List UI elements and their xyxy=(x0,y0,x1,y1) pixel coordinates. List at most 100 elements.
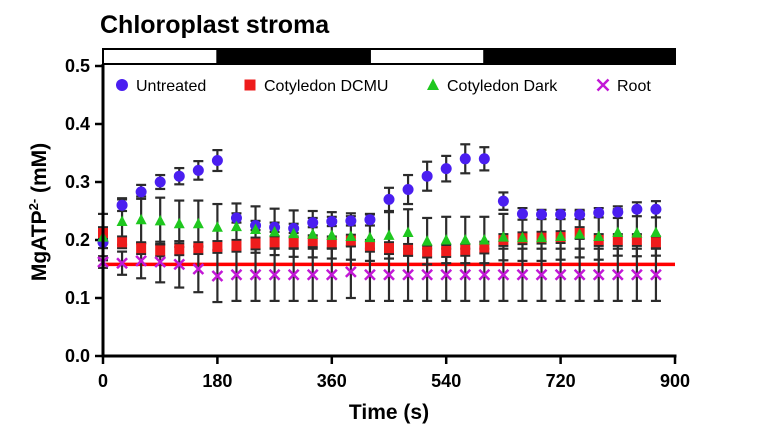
data-point-root xyxy=(192,263,205,275)
data-point-root xyxy=(497,268,510,281)
data-point-root xyxy=(402,268,414,281)
y-tick-label: 0.3 xyxy=(65,172,90,192)
data-point-cotyledon-dcmu xyxy=(212,241,223,252)
x-axis-ticks: 0 180 360 540 720 900 xyxy=(98,356,690,391)
data-point-cotyledon-dark xyxy=(345,230,357,242)
data-point-cotyledon-dark xyxy=(593,230,605,242)
legend-marker-untreated xyxy=(116,79,128,91)
y-tick-label: 0.1 xyxy=(65,288,90,308)
data-point-cotyledon-dcmu xyxy=(174,244,185,255)
legend-label: Cotyledon Dark xyxy=(447,78,558,95)
data-point-root xyxy=(592,268,605,281)
data-point-root xyxy=(554,268,567,281)
data-point-root xyxy=(478,268,491,281)
data-point-cotyledon-dcmu xyxy=(155,245,166,256)
data-point-cotyledon-dark xyxy=(383,229,395,240)
data-point-root xyxy=(230,268,243,281)
y-tick-label: 0.4 xyxy=(65,114,90,134)
data-point-cotyledon-dark xyxy=(154,214,166,226)
data-point-cotyledon-dark xyxy=(307,228,319,239)
legend-label: Cotyledon DCMU xyxy=(264,78,388,95)
data-point-cotyledon-dcmu xyxy=(403,244,414,255)
data-point-cotyledon-dcmu xyxy=(612,235,623,245)
legend-marker-cotyledon-dark xyxy=(427,78,439,90)
data-point-root xyxy=(535,268,548,281)
data-point-cotyledon-dark xyxy=(173,217,185,229)
data-point-root xyxy=(650,268,662,281)
data-point-untreated xyxy=(516,208,528,220)
x-tick-label: 900 xyxy=(660,371,690,391)
data-point-root xyxy=(344,266,357,278)
data-point-root xyxy=(383,268,395,281)
data-point-cotyledon-dcmu xyxy=(422,246,433,257)
data-point-untreated xyxy=(497,195,509,207)
data-point-cotyledon-dark xyxy=(211,221,223,232)
data-point-untreated xyxy=(307,217,319,229)
data-point-untreated xyxy=(593,207,605,219)
data-point-untreated xyxy=(116,199,128,211)
data-point-untreated xyxy=(154,176,166,188)
data-point-untreated xyxy=(173,170,185,182)
legend: Untreated Cotyledon DCMU Cotyledon Dark Roo… xyxy=(116,78,651,95)
x-tick-label: 360 xyxy=(317,371,347,391)
data-point-cotyledon-dark xyxy=(650,226,662,237)
data-point-root xyxy=(249,268,262,281)
data-point-cotyledon-dark xyxy=(230,220,242,232)
data-point-untreated xyxy=(364,214,376,226)
x-tick-label: 0 xyxy=(98,371,108,391)
data-point-cotyledon-dark xyxy=(269,225,281,237)
data-point-root xyxy=(630,268,643,281)
data-point-untreated xyxy=(536,208,548,220)
data-point-cotyledon-dcmu xyxy=(193,243,204,254)
data-point-root xyxy=(211,270,224,282)
data-point-untreated xyxy=(612,206,624,218)
data-point-untreated xyxy=(211,155,223,167)
x-tick-label: 540 xyxy=(431,371,461,391)
data-point-cotyledon-dark xyxy=(288,227,300,239)
data-point-cotyledon-dark xyxy=(516,231,528,243)
data-point-cotyledon-dcmu xyxy=(479,242,490,253)
data-point-cotyledon-dcmu xyxy=(364,240,375,251)
data-point-untreated xyxy=(230,212,242,224)
data-point-cotyledon-dcmu xyxy=(288,237,299,248)
data-point-root xyxy=(287,268,300,281)
data-point-cotyledon-dcmu xyxy=(231,240,242,251)
data-point-untreated xyxy=(459,153,471,165)
data-point-cotyledon-dark xyxy=(192,217,204,229)
data-point-root xyxy=(611,268,624,281)
legend-marker-root xyxy=(596,78,610,92)
light-dark-segment-light xyxy=(368,48,486,65)
data-point-cotyledon-dcmu xyxy=(650,237,661,248)
data-point-root xyxy=(306,268,319,281)
data-point-cotyledon-dark xyxy=(459,234,471,245)
data-point-cotyledon-dcmu xyxy=(384,243,394,254)
data-point-untreated xyxy=(478,153,490,165)
data-point-untreated xyxy=(650,203,662,215)
y-axis-label-main: MgATP xyxy=(28,210,51,281)
data-point-cotyledon-dark xyxy=(250,223,262,235)
x-axis-label: Time (s) xyxy=(349,401,429,424)
light-dark-segment-dark xyxy=(483,48,677,65)
y-tick-label: 0.2 xyxy=(65,230,90,250)
legend-marker-cotyledon-dcmu xyxy=(244,79,256,91)
data-point-cotyledon-dark xyxy=(326,229,338,240)
data-point-cotyledon-dcmu xyxy=(326,237,337,248)
y-axis-label-sup: 2- xyxy=(26,199,41,211)
data-point-cotyledon-dark xyxy=(478,234,490,245)
data-point-untreated xyxy=(555,208,567,220)
chart-title: Chloroplast stroma xyxy=(100,11,330,39)
data-point-cotyledon-dcmu xyxy=(307,236,318,247)
data-point-root xyxy=(116,257,128,270)
data-point-root xyxy=(573,268,586,281)
data-point-root xyxy=(325,268,338,281)
x-tick-label: 720 xyxy=(546,371,576,391)
data-point-cotyledon-dark xyxy=(364,231,376,243)
data-point-root xyxy=(135,254,148,267)
data-point-root xyxy=(440,268,453,281)
data-point-untreated xyxy=(345,215,357,227)
data-point-cotyledon-dcmu xyxy=(136,243,147,254)
data-point-cotyledon-dcmu xyxy=(117,237,128,248)
legend-label: Root xyxy=(617,78,651,95)
data-point-untreated xyxy=(402,184,414,196)
